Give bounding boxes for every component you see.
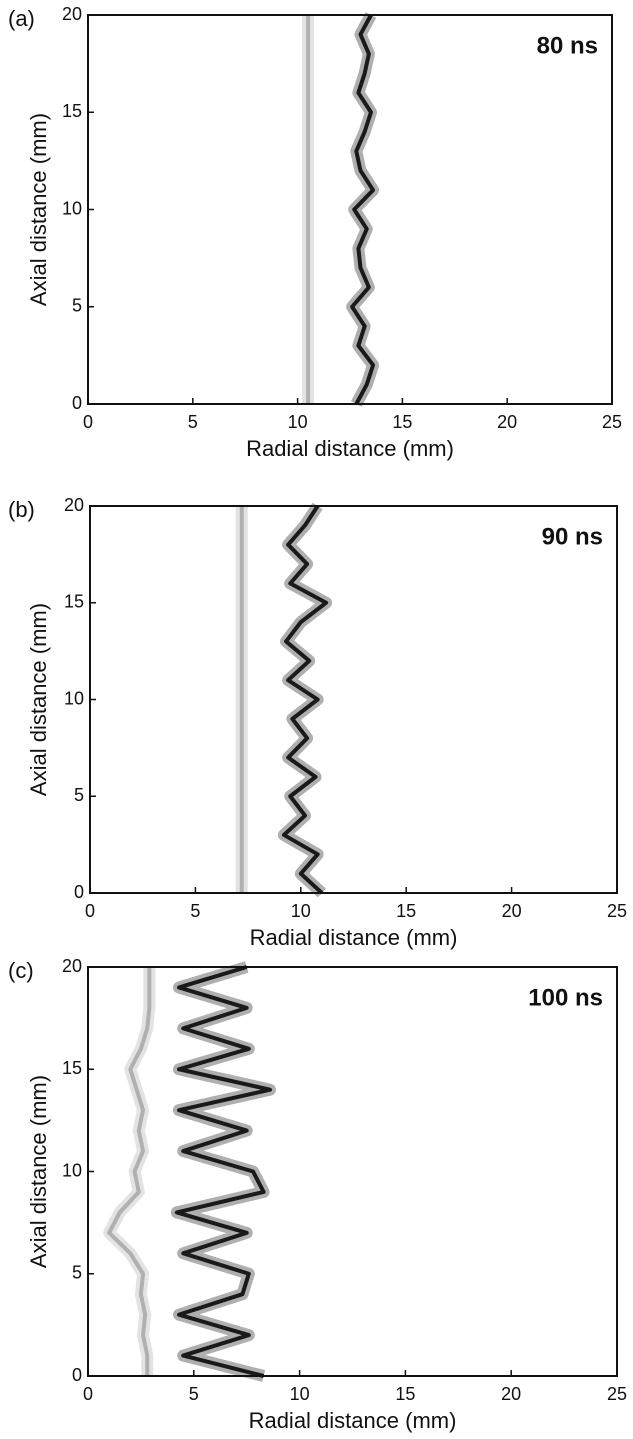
x-tick-label: 25 bbox=[607, 1384, 627, 1404]
annotation: 80 ns bbox=[537, 32, 598, 59]
x-tick-label: 10 bbox=[288, 412, 308, 432]
plot-frame bbox=[87, 14, 613, 405]
annotation: 90 ns bbox=[542, 523, 603, 550]
contour-line bbox=[174, 965, 272, 1378]
y-tick-label: 10 bbox=[62, 1160, 82, 1180]
x-tick-label: 10 bbox=[290, 1384, 310, 1404]
x-tick-label: 25 bbox=[602, 412, 622, 432]
y-tick-label: 5 bbox=[72, 1263, 82, 1283]
x-tick-label: 0 bbox=[83, 412, 93, 432]
x-tick-label: 20 bbox=[497, 412, 517, 432]
panel-label: (c) bbox=[8, 958, 34, 983]
x-axis-label: Radial distance (mm) bbox=[250, 925, 458, 950]
plot-border bbox=[87, 966, 618, 1377]
y-tick-label: 5 bbox=[72, 296, 82, 316]
x-tick-label: 5 bbox=[190, 901, 200, 921]
contour-line bbox=[107, 967, 152, 1376]
x-axis-label: Radial distance (mm) bbox=[246, 436, 454, 461]
y-tick-label: 20 bbox=[64, 495, 84, 515]
y-tick-label: 20 bbox=[62, 4, 82, 24]
y-axis-label: Axial distance (mm) bbox=[26, 603, 51, 796]
x-tick-label: 20 bbox=[501, 1384, 521, 1404]
y-tick-label: 15 bbox=[62, 1058, 82, 1078]
x-axis-label: Radial distance (mm) bbox=[249, 1408, 457, 1433]
y-axis-label: Axial distance (mm) bbox=[26, 1075, 51, 1268]
plot-border bbox=[87, 14, 613, 405]
x-tick-label: 0 bbox=[83, 1384, 93, 1404]
y-tick-label: 10 bbox=[62, 198, 82, 218]
contour-line bbox=[350, 14, 376, 405]
y-tick-label: 20 bbox=[62, 956, 82, 976]
annotation: 100 ns bbox=[528, 984, 603, 1011]
x-tick-label: 10 bbox=[291, 901, 311, 921]
y-axis-label: Axial distance (mm) bbox=[26, 113, 51, 306]
x-tick-label: 0 bbox=[85, 901, 95, 921]
panel-label: (b) bbox=[8, 497, 35, 522]
panel-label: (a) bbox=[8, 6, 35, 31]
plot-frame bbox=[89, 505, 618, 894]
y-tick-label: 15 bbox=[64, 592, 84, 612]
contour-line bbox=[281, 504, 329, 895]
x-tick-label: 5 bbox=[189, 1384, 199, 1404]
x-tick-label: 20 bbox=[502, 901, 522, 921]
plot-frame bbox=[87, 966, 618, 1377]
y-tick-label: 0 bbox=[72, 393, 82, 413]
y-tick-label: 10 bbox=[64, 688, 84, 708]
y-tick-label: 5 bbox=[74, 785, 84, 805]
x-tick-label: 15 bbox=[396, 901, 416, 921]
plot-border bbox=[89, 505, 618, 894]
x-tick-label: 15 bbox=[392, 412, 412, 432]
y-tick-label: 15 bbox=[62, 101, 82, 121]
x-tick-label: 5 bbox=[188, 412, 198, 432]
y-tick-label: 0 bbox=[72, 1365, 82, 1385]
y-tick-label: 0 bbox=[74, 882, 84, 902]
x-tick-label: 25 bbox=[607, 901, 627, 921]
x-tick-label: 15 bbox=[395, 1384, 415, 1404]
